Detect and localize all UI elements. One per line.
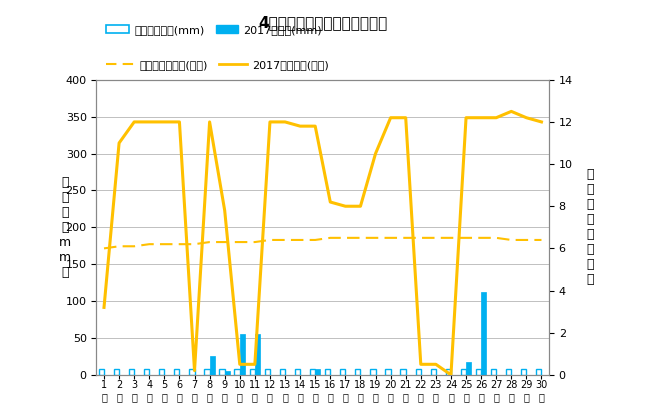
Bar xyxy=(461,369,466,375)
Bar xyxy=(481,292,486,375)
Bar xyxy=(325,369,330,375)
Bar xyxy=(476,369,481,375)
Bar xyxy=(491,369,496,375)
Bar xyxy=(536,369,541,375)
Bar xyxy=(315,369,321,375)
Bar xyxy=(240,334,245,375)
Bar xyxy=(446,369,451,375)
Bar xyxy=(210,357,215,375)
Bar xyxy=(99,369,104,375)
Bar xyxy=(506,369,512,375)
Title: 4月降水量・日照時間（日別）: 4月降水量・日照時間（日別） xyxy=(258,15,387,30)
Bar xyxy=(370,369,376,375)
Bar xyxy=(159,369,164,375)
Bar xyxy=(224,371,230,375)
Bar xyxy=(174,369,180,375)
Legend: 日照時間平年値(時間), 2017日照時間(時間): 日照時間平年値(時間), 2017日照時間(時間) xyxy=(102,56,334,75)
Bar xyxy=(114,369,119,375)
Bar xyxy=(385,369,391,375)
Bar xyxy=(466,362,471,375)
Bar xyxy=(280,369,285,375)
Bar xyxy=(295,369,300,375)
Bar xyxy=(416,369,421,375)
Bar xyxy=(205,369,210,375)
Bar xyxy=(144,369,149,375)
Bar xyxy=(430,369,436,375)
Bar xyxy=(255,334,260,375)
Bar xyxy=(521,369,527,375)
Y-axis label: 日
照
時
間
（
時
間
）: 日 照 時 間 （ 時 間 ） xyxy=(586,168,593,286)
Bar xyxy=(355,369,360,375)
Bar xyxy=(234,369,240,375)
Bar xyxy=(219,369,224,375)
Bar xyxy=(129,369,134,375)
Bar xyxy=(249,369,255,375)
Bar xyxy=(265,369,270,375)
Y-axis label: 降
水
量
（
m
m
）: 降 水 量 （ m m ） xyxy=(59,176,71,279)
Bar xyxy=(189,369,195,375)
Bar xyxy=(401,369,406,375)
Bar xyxy=(340,369,345,375)
Bar xyxy=(310,369,315,375)
